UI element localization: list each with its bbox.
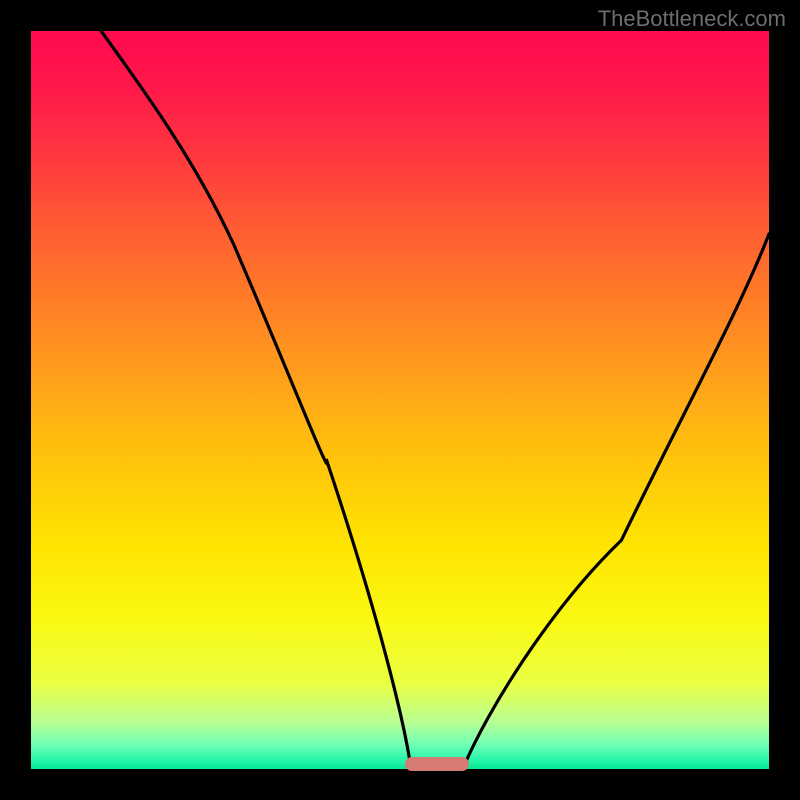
valley-marker-pill <box>405 757 469 771</box>
chart-svg <box>0 0 800 800</box>
plot-area <box>31 31 769 769</box>
watermark-text: TheBottleneck.com <box>598 6 786 32</box>
chart-stage: TheBottleneck.com <box>0 0 800 800</box>
